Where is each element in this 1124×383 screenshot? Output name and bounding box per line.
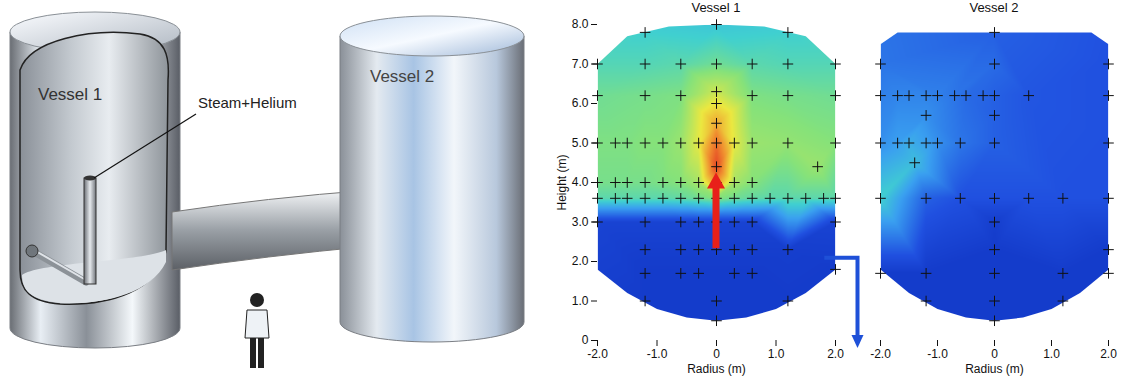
svg-text:0: 0 bbox=[991, 347, 998, 361]
svg-text:Vessel 1: Vessel 1 bbox=[38, 85, 102, 104]
svg-text:Steam+Helium: Steam+Helium bbox=[198, 94, 297, 111]
svg-text:1.0: 1.0 bbox=[1043, 347, 1060, 361]
svg-text:2.0: 2.0 bbox=[572, 254, 589, 268]
svg-text:1.0: 1.0 bbox=[572, 294, 589, 308]
svg-text:8.0: 8.0 bbox=[572, 17, 589, 31]
svg-text:Radius (m): Radius (m) bbox=[687, 362, 746, 376]
svg-text:Vessel 2: Vessel 2 bbox=[370, 67, 434, 86]
svg-text:1.0: 1.0 bbox=[768, 347, 785, 361]
svg-text:-2.0: -2.0 bbox=[587, 347, 608, 361]
svg-text:0: 0 bbox=[713, 347, 720, 361]
svg-text:Radius (m): Radius (m) bbox=[965, 362, 1024, 376]
svg-text:4.0: 4.0 bbox=[572, 175, 589, 189]
svg-text:7.0: 7.0 bbox=[572, 57, 589, 71]
svg-text:6.0: 6.0 bbox=[572, 96, 589, 110]
svg-text:Height (m): Height (m) bbox=[555, 154, 569, 210]
svg-text:-1.0: -1.0 bbox=[647, 347, 668, 361]
svg-text:-1.0: -1.0 bbox=[927, 347, 948, 361]
html-text:Vessel 1: Vessel 1 bbox=[691, 0, 741, 15]
svg-text:2.0: 2.0 bbox=[1100, 347, 1117, 361]
html-text:Vessel 2: Vessel 2 bbox=[969, 0, 1019, 15]
svg-text:2.0: 2.0 bbox=[827, 347, 844, 361]
svg-text:3.0: 3.0 bbox=[572, 215, 589, 229]
svg-text:-2.0: -2.0 bbox=[870, 347, 891, 361]
svg-text:0: 0 bbox=[582, 333, 589, 347]
svg-text:5.0: 5.0 bbox=[572, 136, 589, 150]
